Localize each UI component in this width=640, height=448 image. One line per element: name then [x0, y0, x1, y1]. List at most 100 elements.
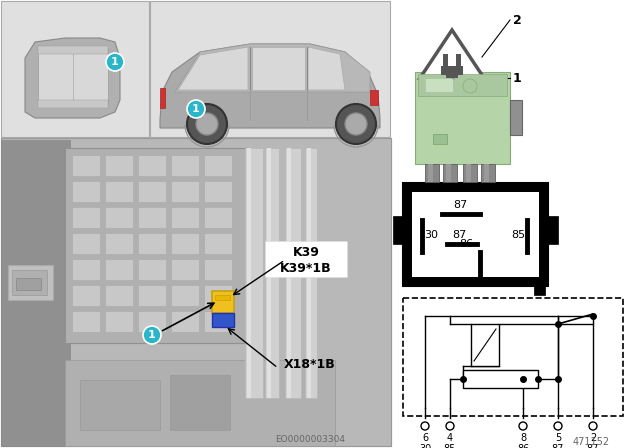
Bar: [456, 54, 461, 66]
Bar: [171, 285, 199, 306]
Bar: [138, 259, 166, 280]
Text: 86: 86: [459, 239, 473, 249]
Bar: [170, 375, 230, 430]
Bar: [105, 311, 133, 332]
Bar: [418, 74, 507, 96]
Bar: [105, 155, 133, 176]
Bar: [138, 155, 166, 176]
Bar: [443, 164, 457, 182]
Bar: [72, 207, 100, 228]
Bar: [72, 285, 100, 306]
Bar: [403, 183, 548, 286]
Bar: [415, 72, 510, 164]
Circle shape: [187, 100, 205, 118]
Bar: [481, 164, 495, 182]
Bar: [245, 148, 263, 398]
Bar: [38, 100, 108, 108]
Circle shape: [196, 113, 218, 135]
Polygon shape: [252, 47, 305, 90]
Bar: [105, 233, 133, 254]
Text: K39: K39: [292, 246, 319, 258]
Bar: [534, 285, 545, 295]
Text: X18*1B: X18*1B: [284, 358, 336, 371]
Text: 2: 2: [513, 13, 522, 26]
Bar: [171, 155, 199, 176]
Bar: [204, 181, 232, 202]
Bar: [1, 1, 149, 137]
Bar: [171, 181, 199, 202]
Bar: [105, 285, 133, 306]
Bar: [72, 181, 100, 202]
Text: 6: 6: [422, 433, 428, 443]
Bar: [38, 46, 108, 54]
Bar: [547, 216, 558, 244]
Bar: [72, 259, 100, 280]
Bar: [138, 285, 166, 306]
Bar: [443, 54, 448, 66]
Bar: [72, 233, 100, 254]
Bar: [287, 148, 291, 398]
Bar: [105, 207, 133, 228]
Text: 85: 85: [444, 444, 456, 448]
Bar: [138, 311, 166, 332]
Text: 1: 1: [111, 57, 119, 67]
Bar: [403, 298, 623, 416]
Circle shape: [106, 53, 124, 71]
Bar: [265, 241, 347, 277]
Text: 87: 87: [452, 230, 466, 240]
Bar: [463, 370, 538, 388]
Bar: [433, 134, 447, 144]
Text: 1: 1: [148, 330, 156, 340]
Bar: [105, 259, 133, 280]
Text: 4: 4: [447, 433, 453, 443]
Bar: [305, 148, 317, 398]
Bar: [80, 380, 160, 430]
Polygon shape: [175, 44, 370, 92]
Circle shape: [446, 422, 454, 430]
Bar: [446, 164, 451, 182]
Bar: [510, 100, 522, 135]
Bar: [8, 265, 53, 300]
Text: EO0000003304: EO0000003304: [275, 435, 345, 444]
Bar: [138, 233, 166, 254]
Polygon shape: [25, 38, 120, 118]
Bar: [65, 148, 250, 343]
Bar: [265, 148, 279, 398]
Polygon shape: [178, 47, 248, 90]
Bar: [204, 233, 232, 254]
Circle shape: [187, 104, 227, 144]
Bar: [65, 360, 335, 446]
Bar: [412, 192, 539, 277]
Bar: [38, 48, 108, 104]
Bar: [171, 233, 199, 254]
Bar: [12, 270, 47, 295]
Bar: [72, 311, 100, 332]
Bar: [370, 90, 378, 105]
Circle shape: [143, 326, 161, 344]
Circle shape: [554, 422, 562, 430]
Text: 1: 1: [513, 72, 522, 85]
Bar: [171, 311, 199, 332]
Bar: [171, 207, 199, 228]
Bar: [1, 138, 391, 446]
Bar: [204, 155, 232, 176]
Bar: [212, 291, 234, 313]
Bar: [267, 148, 271, 398]
Bar: [441, 66, 463, 75]
Bar: [484, 164, 489, 182]
Bar: [204, 311, 232, 332]
Bar: [446, 74, 458, 78]
Bar: [204, 285, 232, 306]
Bar: [138, 181, 166, 202]
Circle shape: [519, 422, 527, 430]
Polygon shape: [420, 30, 484, 78]
Text: 5: 5: [555, 433, 561, 443]
Polygon shape: [1, 140, 70, 446]
Bar: [463, 164, 477, 182]
Bar: [471, 324, 499, 366]
Circle shape: [421, 422, 429, 430]
Bar: [204, 259, 232, 280]
Text: 8: 8: [520, 433, 526, 443]
Bar: [247, 148, 251, 398]
Text: 1: 1: [192, 104, 200, 114]
